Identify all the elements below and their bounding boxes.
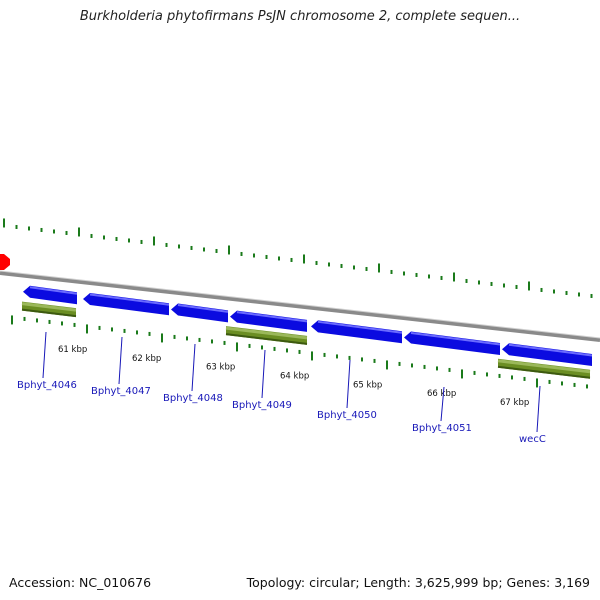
tick-label: 67 kbp bbox=[500, 398, 529, 408]
cds-bar-highlight bbox=[225, 326, 308, 340]
gene-label: Bphyt_4048 bbox=[163, 393, 223, 404]
gene-label: Bphyt_4050 bbox=[317, 410, 377, 421]
gene-labels: Bphyt_4046 Bphyt_4047 Bphyt_4048 Bphyt_4049… bbox=[17, 331, 546, 445]
tick-labels: 61 kbp 62 kbp 63 kbp 64 kbp 65 kbp 66 kbp 67 k… bbox=[58, 345, 529, 408]
cds-bar-shadow bbox=[21, 308, 77, 318]
tick-label: 62 kbp bbox=[132, 354, 161, 364]
cds-bar-highlight bbox=[497, 359, 591, 374]
gene-arrow bbox=[404, 331, 500, 355]
gene-arrow bbox=[23, 285, 77, 305]
accession-label: Accession: NC_010676 bbox=[9, 575, 152, 590]
gene-leader-line bbox=[42, 331, 47, 379]
gene-leader-line bbox=[261, 349, 266, 399]
gene-arrow-highlight bbox=[89, 293, 170, 306]
gene-arrow bbox=[311, 320, 402, 344]
gene-leader-line bbox=[118, 336, 123, 385]
backbone-line bbox=[0, 271, 600, 342]
gene-label: Bphyt_4051 bbox=[412, 423, 472, 434]
tick-label: 61 kbp bbox=[58, 345, 87, 355]
gene-label: Bphyt_4046 bbox=[17, 380, 77, 391]
backbone-highlight bbox=[0, 270, 600, 339]
gene-arrow-highlight bbox=[317, 320, 403, 334]
gene-arrow bbox=[83, 292, 169, 316]
tick-label: 63 kbp bbox=[206, 363, 235, 373]
gene-arrow bbox=[502, 343, 592, 367]
cds-bar-highlight bbox=[21, 302, 77, 312]
origin-marker bbox=[0, 254, 10, 270]
cds-track bbox=[21, 301, 591, 379]
gene-leader-line bbox=[191, 343, 196, 392]
tick-label: 66 kbp bbox=[427, 389, 456, 399]
cds-bar-shadow bbox=[497, 365, 591, 379]
tick-label: 64 kbp bbox=[280, 372, 309, 382]
genome-stats-label: Topology: circular; Length: 3,625,999 bp… bbox=[246, 575, 590, 590]
gene-leader-line bbox=[536, 385, 541, 433]
cds-bar-shadow bbox=[225, 333, 308, 345]
gene-arrow bbox=[171, 303, 228, 323]
gene-leader-line bbox=[346, 359, 351, 409]
gene-arrow-highlight bbox=[410, 331, 501, 346]
outer-tick-track bbox=[3, 218, 593, 298]
inner-tick-track bbox=[11, 315, 588, 389]
tick-label: 65 kbp bbox=[353, 380, 382, 390]
gene-arrow-highlight bbox=[236, 311, 308, 323]
gene-leader-line bbox=[440, 386, 445, 422]
gene-label: wecC bbox=[519, 434, 546, 445]
gene-arrow-highlight bbox=[177, 304, 229, 313]
gene-label: Bphyt_4049 bbox=[232, 400, 292, 411]
gene-track bbox=[23, 285, 593, 367]
gene-arrow-highlight bbox=[29, 286, 78, 295]
map-title: Burkholderia phytofirmans PsJN chromosom… bbox=[79, 9, 521, 24]
backbone-track bbox=[0, 270, 600, 342]
gene-label: Bphyt_4047 bbox=[91, 386, 151, 397]
gene-arrow-highlight bbox=[508, 343, 593, 357]
gene-arrow bbox=[230, 310, 307, 332]
origin-marker-shape bbox=[0, 254, 10, 270]
